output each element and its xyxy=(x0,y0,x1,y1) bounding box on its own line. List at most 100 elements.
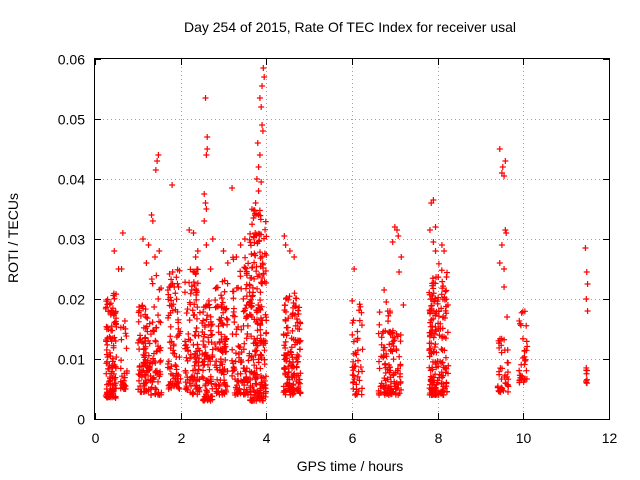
data-point xyxy=(170,341,177,348)
data-point xyxy=(194,280,201,287)
data-point xyxy=(140,346,147,353)
data-point xyxy=(281,302,288,309)
data-point xyxy=(151,328,158,335)
data-point xyxy=(297,320,304,327)
data-point xyxy=(171,350,178,357)
data-point xyxy=(183,341,190,348)
data-point xyxy=(214,303,221,310)
data-point xyxy=(109,394,116,401)
data-point xyxy=(441,347,448,354)
data-point xyxy=(233,254,240,260)
data-point xyxy=(200,367,206,374)
data-point xyxy=(393,227,400,233)
data-point xyxy=(203,152,210,158)
plot-frame xyxy=(94,58,610,420)
data-point xyxy=(146,320,153,327)
data-point xyxy=(252,380,259,387)
data-point xyxy=(524,343,531,350)
data-point xyxy=(494,383,501,390)
data-point xyxy=(121,385,128,392)
data-point xyxy=(438,267,445,274)
data-point xyxy=(254,240,261,247)
data-point xyxy=(444,329,451,336)
data-point xyxy=(195,345,202,352)
data-point xyxy=(439,325,446,332)
data-point xyxy=(389,327,396,334)
data-point xyxy=(251,239,258,246)
data-point xyxy=(140,367,147,374)
data-point xyxy=(288,349,295,356)
data-point xyxy=(230,295,237,302)
data-point xyxy=(104,358,111,365)
data-point xyxy=(292,322,299,329)
data-point xyxy=(151,254,158,260)
data-point xyxy=(139,338,146,345)
data-point xyxy=(263,252,270,259)
data-point xyxy=(387,383,394,390)
y-tick-label: 0 xyxy=(77,412,85,428)
data-point xyxy=(251,369,258,376)
data-point xyxy=(259,128,266,134)
data-point xyxy=(200,341,207,348)
y-tick-label: 0.06 xyxy=(58,52,85,68)
data-point xyxy=(117,324,124,331)
data-point xyxy=(290,390,297,397)
data-point xyxy=(194,385,201,392)
data-point xyxy=(378,334,385,341)
data-point xyxy=(257,297,264,304)
data-point xyxy=(438,346,445,353)
data-point xyxy=(297,346,304,353)
data-point xyxy=(257,249,264,256)
data-point xyxy=(435,274,442,281)
data-point xyxy=(173,334,180,341)
data-point xyxy=(397,370,404,377)
data-point xyxy=(213,358,220,365)
data-point xyxy=(349,371,356,378)
data-point xyxy=(148,276,155,283)
data-point xyxy=(169,280,176,287)
data-point xyxy=(439,296,446,303)
data-point xyxy=(248,264,255,271)
data-point xyxy=(145,242,152,248)
data-point xyxy=(187,351,194,358)
data-point xyxy=(182,386,189,393)
data-point xyxy=(193,324,200,331)
data-point xyxy=(182,338,189,345)
data-point xyxy=(291,290,298,297)
data-point xyxy=(284,324,291,331)
data-point xyxy=(259,253,266,260)
data-point xyxy=(426,227,433,233)
data-point xyxy=(257,315,264,322)
data-point xyxy=(154,343,161,350)
data-point xyxy=(177,375,184,382)
data-point xyxy=(258,104,265,110)
data-point xyxy=(380,347,387,354)
data-point xyxy=(246,368,253,375)
data-point xyxy=(290,363,297,370)
data-point xyxy=(499,164,506,170)
data-point xyxy=(356,307,363,314)
data-point xyxy=(251,259,258,266)
data-point xyxy=(244,330,251,337)
data-point xyxy=(224,260,231,266)
data-point xyxy=(296,337,303,344)
data-point xyxy=(253,176,260,182)
data-point xyxy=(175,371,182,378)
data-point xyxy=(282,316,289,323)
data-point xyxy=(123,345,130,352)
data-point xyxy=(157,347,164,354)
data-point xyxy=(207,266,214,272)
data-point xyxy=(221,344,228,351)
data-point xyxy=(387,331,394,338)
data-point xyxy=(222,306,229,313)
data-point xyxy=(498,376,505,383)
data-point xyxy=(504,314,511,320)
data-point xyxy=(383,299,390,305)
data-point xyxy=(189,307,196,314)
data-point xyxy=(297,370,304,377)
data-point xyxy=(499,365,506,372)
data-point xyxy=(193,358,200,365)
data-point xyxy=(231,366,238,373)
data-point xyxy=(218,314,225,321)
data-point xyxy=(140,324,147,331)
